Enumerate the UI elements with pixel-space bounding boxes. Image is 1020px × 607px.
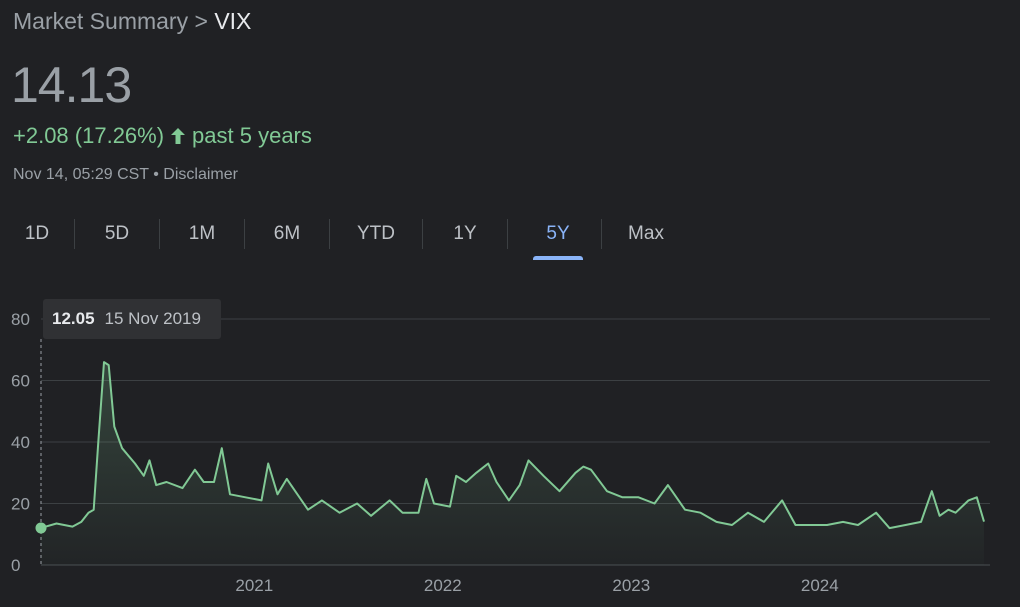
timestamp-separator: • [153,166,159,183]
y-tick-label: 20 [11,495,30,514]
x-tick-label: 2021 [235,576,273,595]
breadcrumb: Market Summary > VIX [13,8,251,35]
price-chart[interactable]: 0 20 40 60 80 2021 2022 2023 2024 [0,290,1020,607]
y-tick-label: 60 [11,372,30,391]
tab-1y[interactable]: 1Y [453,223,477,244]
series-area-fill [41,362,984,565]
tab-5d[interactable]: 5D [104,223,130,244]
tab-5y[interactable]: 5Y [533,212,583,260]
x-tick-label: 2024 [801,576,839,595]
range-tabs: 1D 5D 1M 6M YTD 1Y 5Y Max [0,212,690,260]
tab-divider [159,219,160,249]
y-tick-label: 40 [11,433,30,452]
tab-divider [244,219,245,249]
timestamp-text: Nov 14, 05:29 CST [13,166,149,183]
x-tick-label: 2022 [424,576,462,595]
breadcrumb-separator: > [194,8,208,34]
hover-point-marker [35,522,47,534]
arrow-up-icon [171,128,186,144]
tab-divider [601,219,602,249]
tab-divider [422,219,423,249]
tab-ytd[interactable]: YTD [357,223,395,244]
tab-divider [507,219,508,249]
current-price: 14.13 [11,57,132,113]
change-period: past 5 years [192,123,312,148]
price-change: +2.08 (17.26%) past 5 years [13,123,312,149]
tab-1m[interactable]: 1M [188,223,216,244]
tab-1d[interactable]: 1D [24,223,50,244]
breadcrumb-current: VIX [214,8,252,34]
x-tick-label: 2023 [612,576,650,595]
tooltip-value: 12.05 [52,309,95,328]
tab-divider [329,219,330,249]
tab-divider [74,219,75,249]
hover-tooltip: 12.05 15 Nov 2019 [43,299,221,339]
change-value: +2.08 (17.26%) [13,123,165,148]
y-tick-label: 0 [11,556,20,575]
tooltip-date: 15 Nov 2019 [104,309,201,328]
disclaimer-link[interactable]: Disclaimer [163,166,238,183]
quote-timestamp: Nov 14, 05:29 CST • Disclaimer [13,166,238,184]
y-tick-label: 80 [11,310,30,329]
series-line [40,361,985,530]
tab-max[interactable]: Max [628,223,664,244]
breadcrumb-parent-link[interactable]: Market Summary [13,8,189,34]
tab-6m[interactable]: 6M [273,223,301,244]
